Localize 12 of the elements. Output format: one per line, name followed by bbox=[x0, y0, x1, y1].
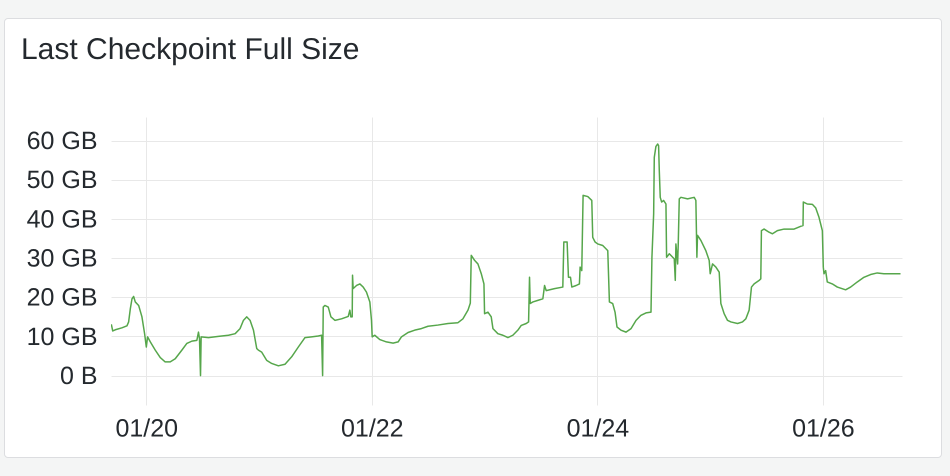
y-tick-label: 20 GB bbox=[26, 284, 98, 312]
chart-title: Last Checkpoint Full Size bbox=[21, 33, 360, 66]
y-tick-label: 40 GB bbox=[26, 205, 98, 234]
y-tick-label: 10 GB bbox=[26, 322, 98, 351]
y-tick-label: 50 GB bbox=[26, 166, 98, 194]
x-tick-label: 01/24 bbox=[566, 414, 630, 442]
y-tick-label: 0 B bbox=[60, 362, 98, 390]
x-tick-label: 01/22 bbox=[341, 414, 404, 442]
x-tick-label: 01/20 bbox=[115, 414, 178, 442]
y-tick-label: 60 GB bbox=[26, 127, 98, 156]
y-tick-label: 30 GB bbox=[26, 244, 98, 273]
x-tick-label: 01/26 bbox=[792, 414, 855, 442]
